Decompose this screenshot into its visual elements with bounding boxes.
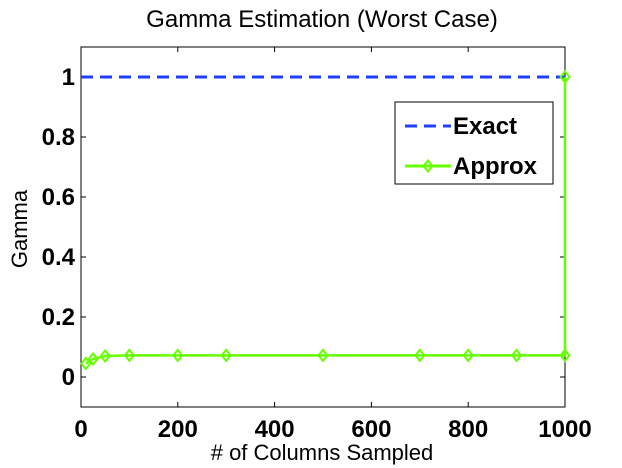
axis-ticks: 0 200 400 600 800 1000 0 0.2 0.4 0.6 0.8 1 [42, 47, 592, 443]
data-point-approx [414, 348, 426, 363]
data-point-approx [317, 348, 329, 363]
y-tick-label: 1 [62, 64, 75, 91]
x-tick-label: 200 [158, 416, 198, 443]
data-point-approx [559, 348, 571, 363]
data-point-approx [123, 348, 136, 363]
y-tick-label: 0.6 [42, 184, 75, 211]
data-point-approx [510, 348, 523, 363]
data-point-approx [220, 348, 232, 363]
x-tick-label: 0 [74, 416, 87, 443]
x-tick-label: 600 [351, 416, 391, 443]
data-point-approx [80, 356, 92, 371]
legend-marker-approx [422, 158, 434, 174]
data-point-approx [99, 348, 111, 364]
y-tick-label: 0.2 [42, 304, 75, 331]
x-tick-label: 400 [255, 416, 295, 443]
legend-label-exact: Exact [453, 113, 517, 140]
series-layer [80, 69, 571, 371]
legend-label-approx: Approx [453, 153, 538, 180]
plot-area [80, 46, 566, 408]
y-tick-label: 0 [62, 364, 75, 391]
x-axis-label: # of Columns Sampled [211, 440, 434, 465]
legend-box [394, 101, 554, 185]
legend: Exact Approx [394, 101, 554, 185]
x-tick-label: 800 [448, 416, 488, 443]
data-point-approx [172, 348, 184, 363]
data-point-approx [559, 69, 571, 85]
x-tick-label: 1000 [538, 416, 591, 443]
series-line-approx [85, 77, 567, 365]
y-tick-label: 0.4 [42, 244, 76, 271]
data-point-approx [462, 348, 474, 363]
y-tick-label: 0.8 [42, 124, 75, 151]
y-axis-label: Gamma [7, 189, 32, 268]
data-point-approx [87, 351, 99, 367]
chart-title: Gamma Estimation (Worst Case) [146, 6, 498, 33]
